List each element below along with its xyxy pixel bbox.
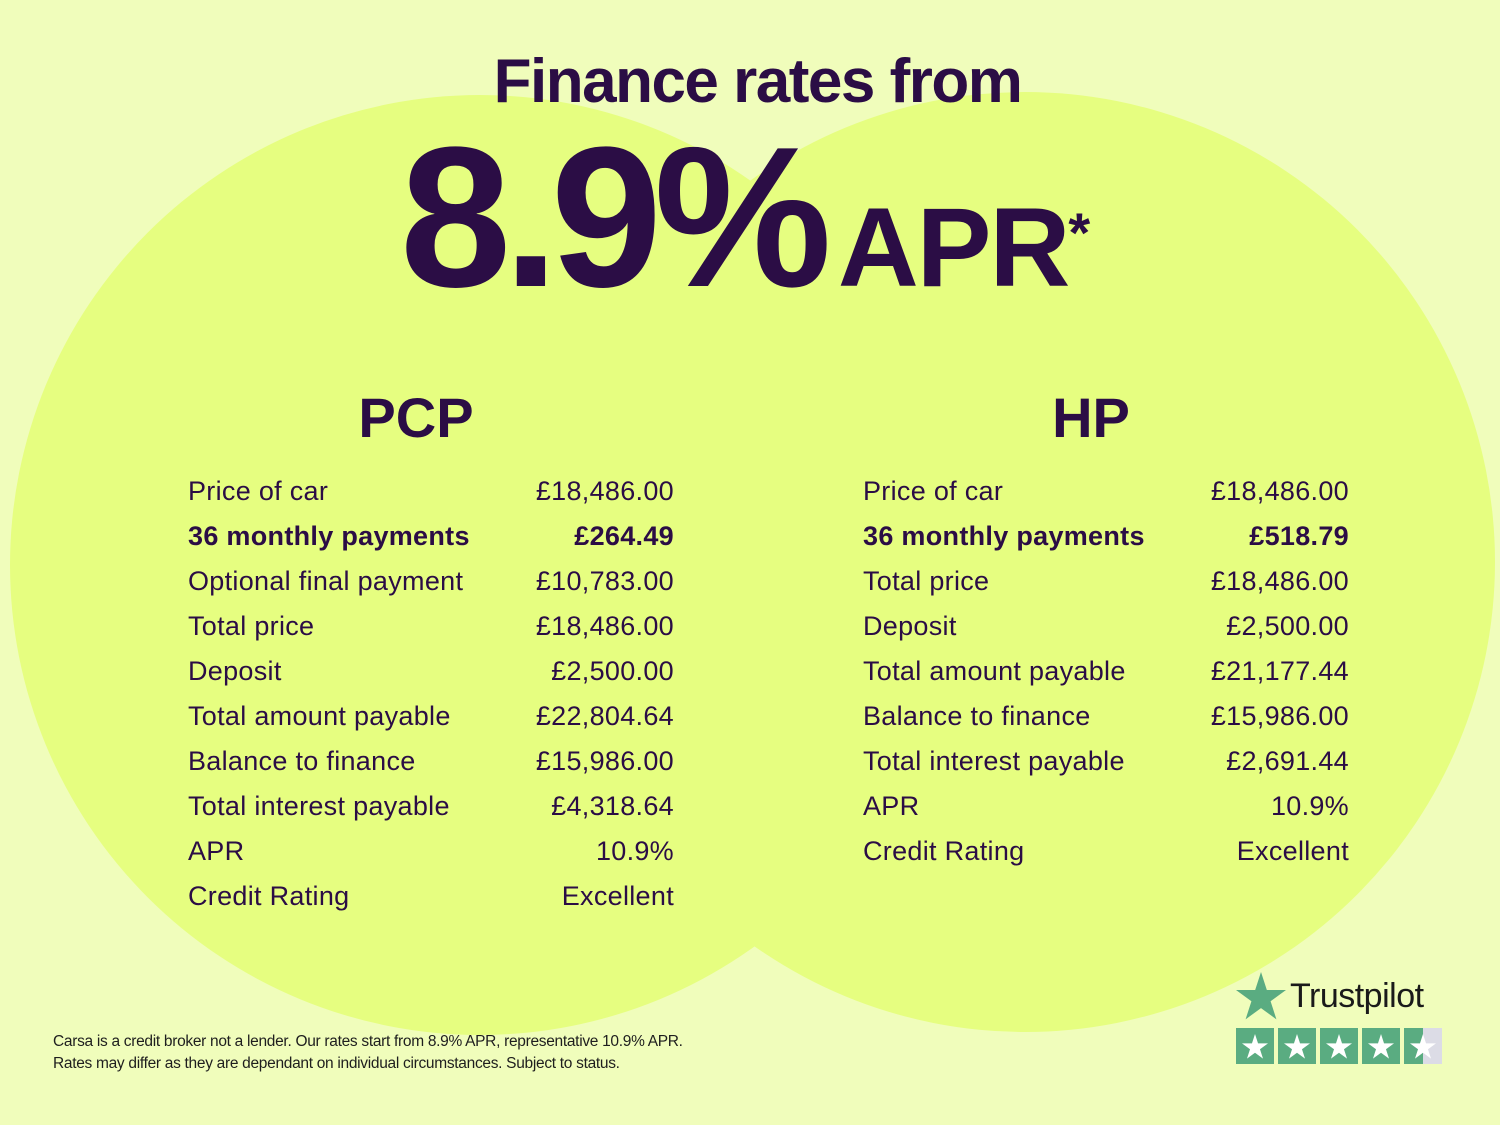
row-value: £15,986.00 [1210,701,1349,731]
row-label: Deposit [863,611,957,641]
table-row: 36 monthly payments £264.49 [188,521,674,566]
row-label: APR [863,791,920,821]
rating-star-icon [1278,1028,1316,1064]
table-row: Balance to finance £15,986.00 [863,701,1349,746]
row-label: Deposit [188,656,282,686]
disclaimer-line-2: Rates may differ as they are dependant o… [53,1055,620,1072]
row-label: Total interest payable [863,746,1125,776]
trustpilot-logo: Trustpilot [1236,972,1442,1020]
pcp-heading: PCP [358,386,474,449]
row-label: Total amount payable [188,701,451,731]
trustpilot-badge[interactable]: Trustpilot [1236,972,1442,1064]
row-value: 10.9% [595,836,674,866]
row-value: £2,691.44 [1226,746,1349,776]
pcp-table: PCP Price of car £18,486.00 36 monthly pay… [188,388,674,926]
trustpilot-rating [1236,1028,1442,1064]
row-label: Balance to finance [188,746,416,776]
row-value: £4,318.64 [551,791,674,821]
headline-title: Finance rates from [493,47,1023,116]
table-row: 36 monthly payments £518.79 [863,521,1349,566]
table-row: APR 10.9% [863,791,1349,836]
table-row: Credit Rating Excellent [188,881,674,926]
row-value: £2,500.00 [1226,611,1349,641]
table-row: Price of car £18,486.00 [863,476,1349,521]
row-label: Price of car [188,476,329,506]
row-label: Credit Rating [188,881,350,911]
row-value: 10.9% [1270,791,1349,821]
table-row: Total price £18,486.00 [188,611,674,656]
row-value: £2,500.00 [551,656,674,686]
table-row: Deposit £2,500.00 [863,611,1349,656]
row-value: £518.79 [1249,521,1349,551]
disclaimer: Carsa is a credit broker not a lender. O… [53,1031,683,1075]
rating-star-icon [1320,1028,1358,1064]
row-value: £10,783.00 [535,566,674,596]
row-value: £18,486.00 [535,611,674,641]
row-value: £18,486.00 [1210,566,1349,596]
table-row: Credit Rating Excellent [863,836,1349,881]
row-label: Credit Rating [863,836,1025,866]
table-row: Total amount payable £21,177.44 [863,656,1349,701]
row-value: £264.49 [574,521,674,551]
row-value: £15,986.00 [535,746,674,776]
row-label: 36 monthly payments [863,521,1145,551]
row-value: Excellent [1236,836,1349,866]
table-row: Price of car £18,486.00 [188,476,674,521]
row-label: Total price [863,566,990,596]
row-value: £22,804.64 [535,701,674,731]
row-label: APR [188,836,245,866]
table-row: Total price £18,486.00 [863,566,1349,611]
row-value: Excellent [561,881,674,911]
table-row: Optional final payment £10,783.00 [188,566,674,611]
apr-label: APR [837,185,1070,310]
row-label: Total price [188,611,315,641]
headline-rate: 8.9% APR* [400,118,1090,318]
background-circle-right [555,92,1495,1032]
row-label: Balance to finance [863,701,1091,731]
hp-heading: HP [1052,386,1130,449]
row-value: £18,486.00 [1210,476,1349,506]
row-value: £18,486.00 [535,476,674,506]
rating-star-icon [1236,1028,1274,1064]
table-row: Deposit £2,500.00 [188,656,674,701]
table-row: Total amount payable £22,804.64 [188,701,674,746]
disclaimer-line-1: Carsa is a credit broker not a lender. O… [53,1033,683,1050]
row-label: Price of car [863,476,1004,506]
table-row: APR 10.9% [188,836,674,881]
rate-value: 8.9% [400,106,832,329]
row-label: Total interest payable [188,791,450,821]
row-label: Optional final payment [188,566,464,596]
table-row: Total interest payable £4,318.64 [188,791,674,836]
rating-star-icon [1404,1028,1442,1064]
trustpilot-star-icon [1236,972,1286,1020]
row-value: £21,177.44 [1210,656,1349,686]
hp-table: HP Price of car £18,486.00 36 monthly paym… [863,388,1349,881]
row-label: 36 monthly payments [188,521,470,551]
row-label: Total amount payable [863,656,1126,686]
trustpilot-name: Trustpilot [1290,976,1424,1015]
asterisk: * [1068,201,1091,264]
table-row: Balance to finance £15,986.00 [188,746,674,791]
rating-star-icon [1362,1028,1400,1064]
table-row: Total interest payable £2,691.44 [863,746,1349,791]
